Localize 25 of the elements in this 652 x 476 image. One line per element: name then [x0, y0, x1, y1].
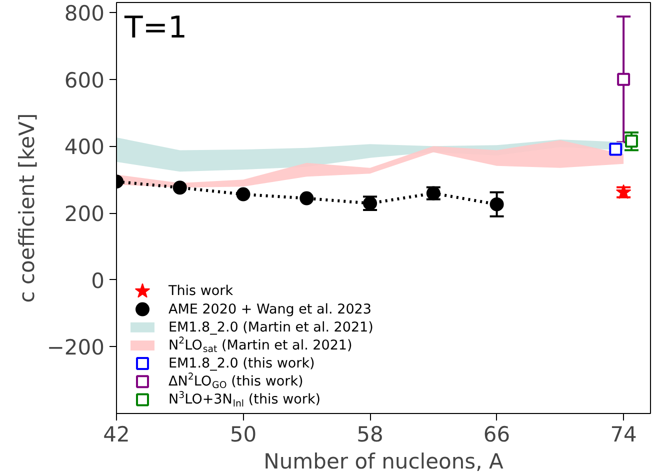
- y-axis-title: c coefficient [keV]: [14, 113, 39, 303]
- x-tick-label: 66: [483, 422, 510, 446]
- point: [617, 72, 630, 86]
- y-tick-label: 0: [91, 268, 105, 293]
- point: [236, 187, 250, 202]
- x-tick-label: 50: [230, 422, 257, 446]
- point: [624, 134, 638, 148]
- point: [300, 191, 314, 206]
- x-tick-label: 74: [610, 422, 637, 446]
- legend-label: EM1.8_2.0 (Martin et al. 2021): [168, 319, 374, 336]
- point: [172, 180, 187, 195]
- y-tick-label: 400: [64, 135, 105, 160]
- y-tick-label: 600: [64, 68, 105, 92]
- x-tick-label: 58: [356, 422, 384, 446]
- point: [490, 197, 504, 212]
- x-tick-label: 42: [103, 422, 130, 446]
- annotation: T=1: [124, 10, 188, 46]
- y-tick-label: −200: [46, 336, 105, 360]
- legend-label: AME 2020 + Wang et al. 2023: [168, 301, 372, 318]
- x-axis-title: Number of nucleons, A: [264, 450, 504, 474]
- y-tick-label: 800: [64, 2, 105, 26]
- y-tick-label: 200: [64, 202, 105, 226]
- legend-label: This work: [168, 283, 234, 300]
- legend-label: EM1.8_2.0 (this work): [168, 356, 315, 372]
- point: [609, 142, 622, 156]
